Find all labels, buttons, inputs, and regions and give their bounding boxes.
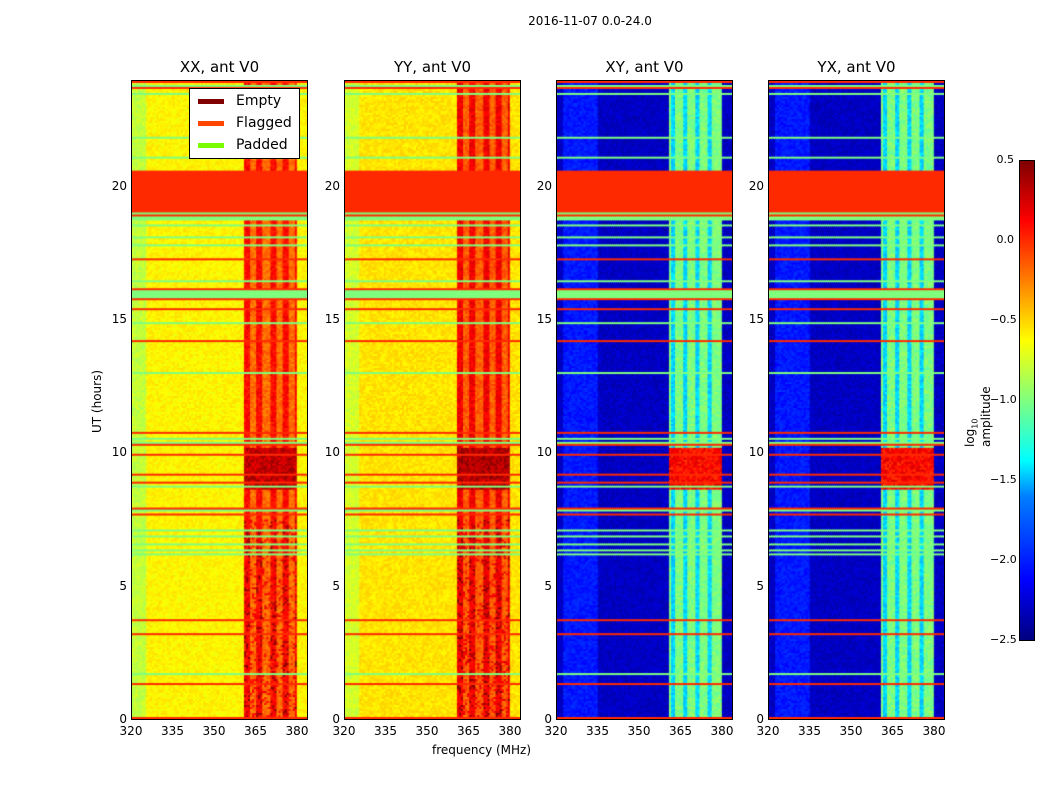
x-tick-label: 365 — [244, 724, 267, 738]
x-axis-label: frequency (MHz) — [432, 743, 532, 757]
legend-entry-padded: Padded — [198, 134, 288, 156]
x-tick-label: 350 — [202, 724, 226, 738]
x-tick-label: 380 — [498, 724, 522, 738]
x-tick-label: 335 — [586, 724, 609, 738]
heatmap-cells — [132, 81, 307, 719]
colorbar-tick-label: 0.0 — [996, 233, 1015, 246]
y-tick-label: 20 — [748, 178, 764, 193]
heatmap-panel-xx — [131, 80, 308, 720]
y-tick-label: 5 — [119, 578, 127, 593]
y-tick-label: 20 — [111, 178, 127, 193]
legend-entry-flagged: Flagged — [198, 112, 292, 134]
y-tick-label: 10 — [324, 445, 340, 460]
colorbar — [1019, 160, 1035, 641]
y-tick-label: 5 — [756, 578, 764, 593]
x-tick-label: 320 — [119, 724, 143, 738]
y-tick-label: 20 — [536, 178, 552, 193]
heatmap-panel-yy — [344, 80, 521, 720]
y-tick-label: 5 — [544, 578, 552, 593]
colorbar-tick-label: 0.5 — [996, 153, 1015, 166]
heatmap-panel-yx — [768, 80, 945, 720]
x-tick-label: 380 — [710, 724, 734, 738]
colorbar-tick-label: −1.5 — [990, 473, 1017, 486]
x-tick-label: 335 — [161, 724, 184, 738]
heatmap-cells — [345, 81, 520, 719]
colorbar-tick-label: −0.5 — [990, 313, 1017, 326]
x-tick-label: 350 — [839, 724, 863, 738]
x-tick-label: 335 — [798, 724, 821, 738]
y-tick-label: 15 — [324, 312, 340, 326]
x-tick-label: 365 — [881, 724, 904, 738]
y-tick-label: 0 — [544, 712, 552, 726]
x-tick-label: 365 — [457, 724, 480, 738]
x-tick-label: 350 — [415, 724, 439, 738]
panel-title: YX, ant V0 — [817, 58, 896, 76]
x-tick-label: 365 — [669, 724, 692, 738]
legend-label: Flagged — [236, 115, 292, 131]
panel-title: XY, ant V0 — [605, 58, 684, 76]
colorbar-label: log10 amplitude — [963, 386, 994, 447]
y-tick-label: 15 — [536, 312, 552, 326]
heatmap-panel-xy — [556, 80, 733, 720]
y-tick-label: 15 — [111, 312, 127, 326]
colorbar-tick-label: −2.0 — [990, 553, 1017, 566]
x-tick-label: 380 — [922, 724, 946, 738]
legend: Empty Flagged Padded — [189, 88, 300, 159]
figure-title: 2016-11-07 0.0-24.0 — [528, 14, 652, 28]
x-tick-label: 320 — [332, 724, 356, 738]
y-tick-label: 10 — [111, 445, 127, 460]
x-tick-label: 320 — [756, 724, 780, 738]
y-tick-label: 0 — [756, 712, 764, 726]
y-tick-label: 15 — [748, 312, 764, 326]
heatmap-cells — [557, 81, 732, 719]
x-tick-label: 335 — [374, 724, 397, 738]
colorbar-tick-label: −2.5 — [990, 633, 1017, 646]
y-tick-label: 10 — [748, 445, 764, 460]
legend-swatch — [198, 98, 224, 104]
heatmap-cells — [769, 81, 944, 719]
y-tick-label: 10 — [536, 445, 552, 460]
y-tick-label: 0 — [119, 712, 127, 726]
legend-swatch — [198, 120, 224, 126]
y-tick-label: 0 — [332, 712, 340, 726]
legend-label: Padded — [236, 137, 288, 153]
panel-title: XX, ant V0 — [179, 58, 260, 76]
legend-entry-empty: Empty — [198, 90, 281, 112]
x-tick-label: 320 — [544, 724, 568, 738]
panel-title: YY, ant V0 — [393, 58, 471, 76]
legend-label: Empty — [236, 93, 282, 109]
x-tick-label: 350 — [627, 724, 651, 738]
colorbar-tick-label: −1.0 — [990, 393, 1017, 406]
y-tick-label: 20 — [324, 178, 340, 193]
legend-swatch — [198, 142, 224, 148]
y-axis-label: UT (hours) — [90, 369, 104, 433]
x-tick-label: 380 — [285, 724, 309, 738]
y-tick-label: 5 — [332, 578, 340, 593]
